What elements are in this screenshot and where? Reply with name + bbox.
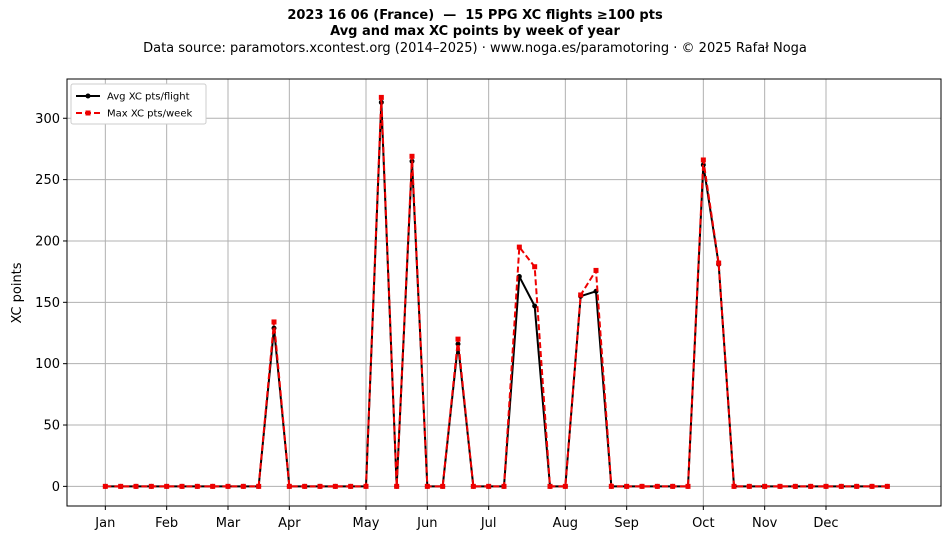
y-tick-label: 100 xyxy=(35,357,60,372)
max-point-marker xyxy=(486,483,492,489)
max-point-marker xyxy=(624,483,630,489)
max-point-marker xyxy=(225,483,231,489)
chart-subtitle: Avg and max XC points by week of year xyxy=(330,24,620,39)
max-point-marker xyxy=(424,483,430,489)
max-point-marker xyxy=(194,483,200,489)
max-point-marker xyxy=(685,483,691,489)
y-tick-label: 250 xyxy=(35,173,60,188)
legend-marker xyxy=(85,93,91,99)
max-point-marker xyxy=(455,336,461,342)
max-point-marker xyxy=(700,157,706,163)
plot-frame xyxy=(66,78,942,507)
y-tick-label: 200 xyxy=(35,234,60,249)
max-point-marker xyxy=(808,483,814,489)
x-tick-label: Mar xyxy=(216,516,241,531)
max-point-marker xyxy=(654,483,660,489)
max-point-marker xyxy=(164,483,170,489)
x-tick-label: Jul xyxy=(480,516,497,531)
max-point-marker xyxy=(240,483,246,489)
max-point-marker xyxy=(593,267,599,273)
max-point-marker xyxy=(516,244,522,250)
x-tick-label: Sep xyxy=(614,516,639,531)
max-point-marker xyxy=(102,483,108,489)
x-tick-label: Oct xyxy=(692,516,714,531)
chart-title: 2023 16 06 (France) — 15 PPG XC flights … xyxy=(287,8,663,23)
max-point-marker xyxy=(148,483,154,489)
x-tick-label: Dec xyxy=(813,516,838,531)
max-point-marker xyxy=(256,483,262,489)
max-point-marker xyxy=(869,483,875,489)
x-tick-label: Aug xyxy=(553,516,578,531)
max-point-marker xyxy=(348,483,354,489)
max-point-marker xyxy=(363,483,369,489)
legend-marker xyxy=(85,110,91,116)
max-point-marker xyxy=(394,483,400,489)
y-axis-label: XC points xyxy=(10,262,25,323)
max-point-marker xyxy=(716,260,722,266)
max-point-marker xyxy=(378,94,384,100)
y-tick-label: 50 xyxy=(43,419,60,434)
max-point-marker xyxy=(608,483,614,489)
legend-label-1: Avg XC pts/flight xyxy=(107,92,190,103)
x-tick-label: May xyxy=(353,516,380,531)
max-point-marker xyxy=(409,153,415,159)
x-tick-label: Apr xyxy=(278,516,301,531)
max-point-marker xyxy=(179,483,185,489)
series-line-2 xyxy=(105,96,888,488)
max-point-marker xyxy=(884,483,890,489)
max-point-marker xyxy=(639,483,645,489)
max-point-marker xyxy=(302,483,308,489)
max-point-marker xyxy=(440,483,446,489)
max-point-marker xyxy=(501,483,507,489)
max-point-marker xyxy=(133,483,139,489)
x-tick-label: Nov xyxy=(752,516,778,531)
series-layer xyxy=(102,94,890,489)
data-source-note: Data source: paramotors.xcontest.org (20… xyxy=(143,41,807,56)
max-point-marker xyxy=(731,483,737,489)
max-point-marker xyxy=(670,483,676,489)
max-point-marker xyxy=(210,483,216,489)
max-point-marker xyxy=(838,483,844,489)
legend-label-2: Max XC pts/week xyxy=(107,109,192,120)
x-tick-label: Jun xyxy=(416,516,437,531)
max-point-marker xyxy=(578,292,584,298)
max-point-marker xyxy=(317,483,323,489)
max-point-marker xyxy=(777,483,783,489)
max-point-marker xyxy=(470,483,476,489)
max-point-marker xyxy=(562,483,568,489)
max-point-marker xyxy=(792,483,798,489)
y-tick-label: 150 xyxy=(35,296,60,311)
avg-point-marker xyxy=(532,303,538,309)
legend-box xyxy=(70,83,207,125)
max-point-marker xyxy=(823,483,829,489)
axis-ticks: 0 50 100 150 200 250 300 Jan Feb Mar Apr May Jun Jul A… xyxy=(35,112,838,531)
legend: Avg XC pts/flight Max XC pts/week xyxy=(70,83,207,125)
y-tick-label: 0 xyxy=(52,480,60,495)
y-tick-label: 300 xyxy=(35,112,60,127)
max-point-marker xyxy=(118,483,124,489)
grid-lines xyxy=(67,79,941,506)
max-point-marker xyxy=(532,264,538,270)
x-tick-label: Jan xyxy=(94,516,115,531)
max-point-marker xyxy=(271,319,277,325)
series-line-1 xyxy=(105,101,888,488)
max-point-marker xyxy=(854,483,860,489)
max-point-marker xyxy=(332,483,338,489)
x-tick-label: Feb xyxy=(155,516,178,531)
max-point-marker xyxy=(547,483,553,489)
max-point-marker xyxy=(746,483,752,489)
max-point-marker xyxy=(286,483,292,489)
max-point-marker xyxy=(762,483,768,489)
